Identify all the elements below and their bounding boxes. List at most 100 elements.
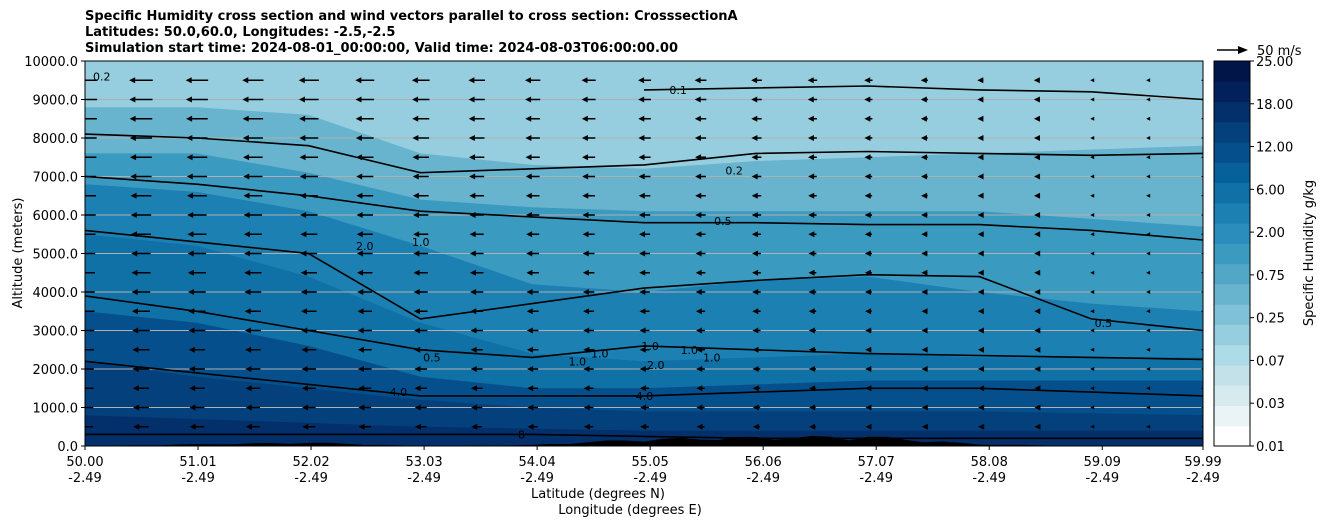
wind-vector [864,173,873,180]
wind-vector [526,269,539,276]
wind-vector [977,115,984,122]
wind-vector [1090,347,1095,352]
wind-vector [243,154,263,161]
wind-vector [188,366,205,372]
wind-vector [412,192,429,199]
wind-vector [751,96,762,103]
wind-vector [525,135,540,141]
x-tick-label-lon: -2.49 [746,471,780,486]
wind-vector [243,173,263,180]
wind-vector [1146,213,1151,217]
wind-vector [865,423,872,430]
wind-vector [1034,308,1041,315]
wind-vector [921,250,928,257]
wind-vector [638,96,651,103]
wind-vector [130,212,152,218]
wind-vector [694,96,707,103]
colorbar-tick-label: 0.25 [1256,312,1285,327]
wind-vector [244,308,262,315]
colorbar-tick-label: 6.00 [1256,183,1285,198]
wind-vector [977,77,984,84]
wind-vector [1034,231,1041,238]
wind-vector [526,289,539,295]
wind-vector [301,385,316,392]
wind-vector [752,423,761,430]
colorbar-tick-label: 25.00 [1256,55,1293,70]
wind-vector [1034,327,1041,334]
wind-vector [864,135,873,141]
wind-vector [921,212,928,218]
wind-vector [471,423,483,430]
wind-vector [411,77,430,84]
wind-vector [1146,270,1151,275]
wind-vector [865,346,872,353]
colorbar-segment [1214,405,1250,427]
wind-vector [1146,136,1151,140]
wind-vector [356,250,373,257]
x-tick-label-lat: 57.07 [858,455,895,470]
colorbar-tick-label: 0.75 [1256,269,1285,284]
wind-vector [131,289,151,295]
wind-vector [807,96,818,103]
wind-vector [695,327,706,334]
wind-vector [302,423,316,430]
x-tick-label-lat: 55.05 [632,455,669,470]
wind-vector [188,289,206,295]
wind-vector [581,96,596,103]
wind-vector [85,310,95,312]
wind-vector [808,269,817,276]
wind-vector [1034,366,1041,372]
wind-vector [132,327,150,334]
wind-vector [1034,289,1041,295]
y-tick-label: 3000.0 [33,325,79,340]
wind-vector [469,231,484,238]
contour-label: 0.1 [669,84,687,97]
wind-vector [865,366,872,372]
wind-vector [1034,212,1041,218]
wind-vector [130,173,152,180]
wind-vector [639,231,651,238]
wind-vector [583,404,594,411]
x-axis-ticks: 50.00-2.4951.01-2.4952.02-2.4953.03-2.49… [66,446,1222,486]
wind-vector [469,250,484,257]
wind-vector [1146,309,1151,314]
wind-vector [357,289,373,295]
wind-vector [582,192,595,199]
wind-vector [189,385,205,392]
wind-vector [865,289,872,295]
wind-vector [1090,174,1095,179]
wind-vector [357,269,373,276]
wind-vector [583,327,594,334]
wind-vector [751,77,762,84]
wind-vector [807,115,818,122]
colorbar-segment [1214,162,1250,184]
wind-vector [1146,424,1151,429]
wind-vector [526,346,539,353]
wind-vector [85,252,96,255]
wind-vector [85,406,94,409]
wind-vector [412,173,429,180]
wind-vector [977,269,984,276]
wind-vector [187,231,207,238]
wind-vector [469,269,484,276]
wind-vector [808,250,817,257]
wind-vector [526,231,540,238]
wind-vector [413,250,429,257]
wind-vector [581,135,596,141]
wind-vector [978,404,985,411]
title-line-1: Specific Humidity cross section and wind… [85,9,738,24]
wind-vector [85,79,98,81]
wind-vector [1090,386,1095,391]
contour-label: 0.5 [423,351,441,364]
wind-vector [188,346,206,353]
contour-label: 1.0 [591,348,609,361]
wind-vector [583,423,594,430]
wind-vector [1146,405,1151,410]
wind-vector [639,269,650,276]
wind-vector [751,154,762,161]
x-tick-label-lat: 54.04 [519,455,556,470]
colorbar-tick-label: 0.03 [1256,397,1285,412]
wind-vector [865,404,872,411]
wind-vector [695,192,706,199]
wind-vector [355,135,374,141]
